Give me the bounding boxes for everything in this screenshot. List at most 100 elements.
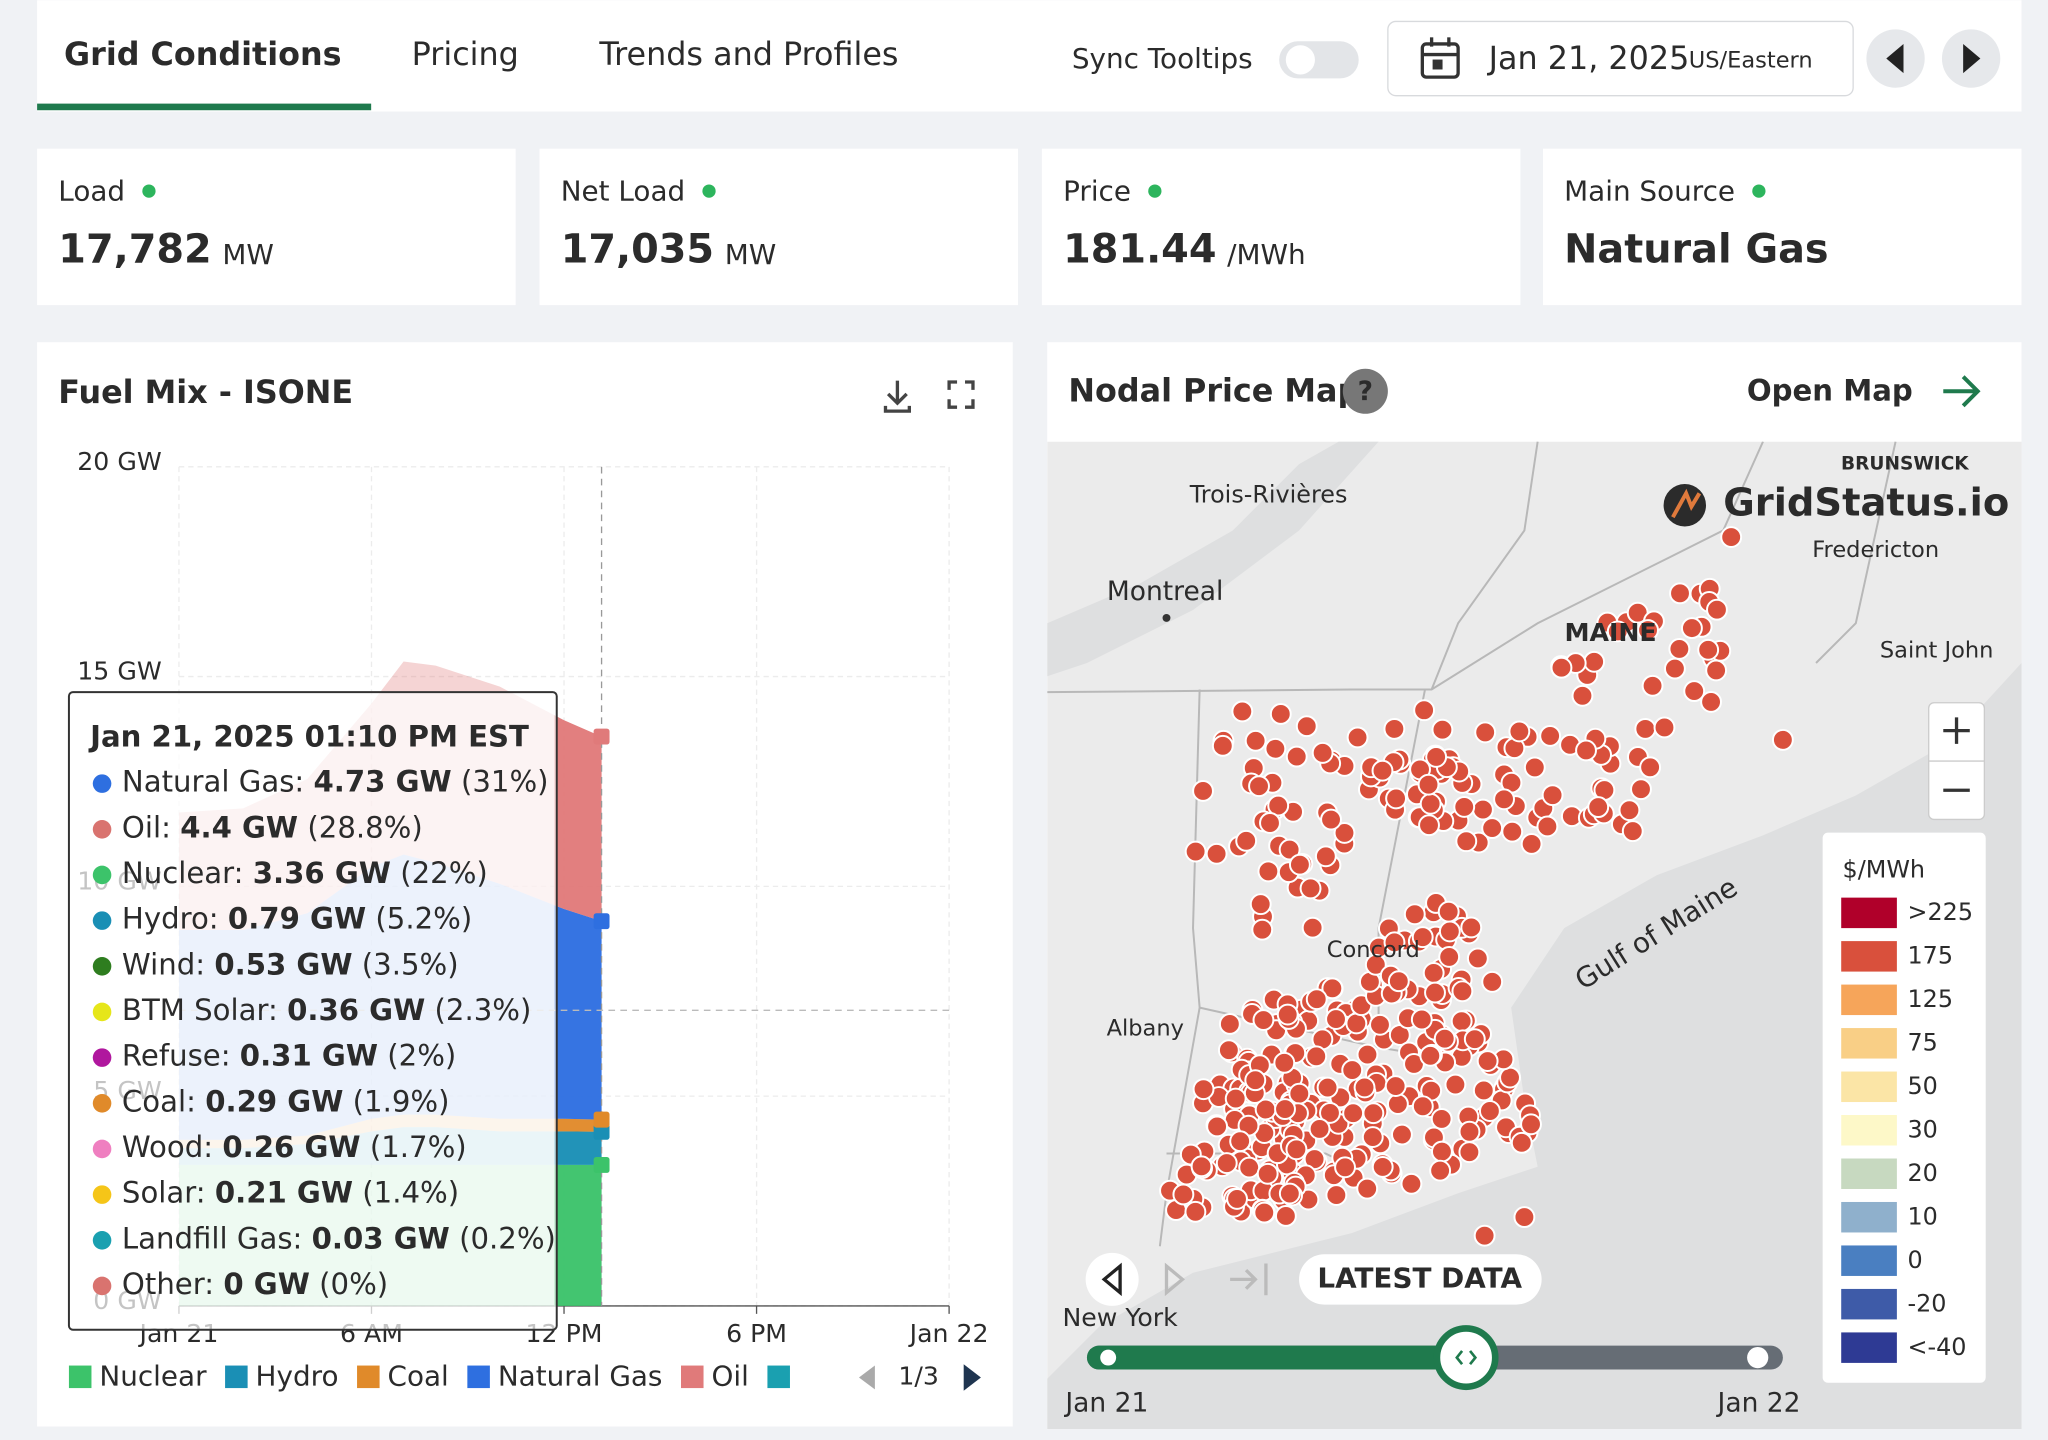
price-node[interactable] — [1403, 903, 1426, 926]
price-node[interactable] — [1618, 799, 1641, 822]
price-node[interactable] — [1184, 1200, 1207, 1223]
price-node[interactable] — [1680, 617, 1703, 640]
legend-next[interactable] — [963, 1364, 981, 1391]
slider-handle[interactable] — [1433, 1325, 1499, 1391]
price-node[interactable] — [1285, 1138, 1308, 1161]
legend-swatch[interactable] — [467, 1365, 490, 1389]
price-node[interactable] — [1314, 845, 1337, 868]
price-node[interactable] — [1400, 1172, 1423, 1195]
price-node[interactable] — [1172, 1183, 1195, 1206]
price-node[interactable] — [1539, 724, 1562, 747]
step-back[interactable] — [1085, 1252, 1139, 1306]
price-node[interactable] — [1433, 1027, 1456, 1050]
price-node[interactable] — [1346, 726, 1369, 749]
tab[interactable]: Grid Conditions — [64, 35, 342, 73]
price-node[interactable] — [1474, 721, 1497, 744]
price-node[interactable] — [1410, 1008, 1433, 1031]
price-node[interactable] — [1508, 720, 1531, 743]
price-node[interactable] — [1425, 745, 1448, 768]
price-node[interactable] — [1356, 1043, 1379, 1066]
price-node[interactable] — [1634, 717, 1657, 740]
price-node[interactable] — [1274, 1098, 1296, 1121]
price-node[interactable] — [1206, 1115, 1229, 1138]
price-node[interactable] — [1333, 821, 1356, 844]
price-node[interactable] — [1253, 1201, 1276, 1224]
price-node[interactable] — [1224, 1087, 1247, 1110]
price-node[interactable] — [1520, 1113, 1542, 1136]
price-node[interactable] — [1583, 650, 1606, 673]
price-node[interactable] — [1587, 796, 1610, 819]
price-node[interactable] — [1472, 1079, 1495, 1102]
download-icon[interactable] — [883, 380, 911, 413]
price-node[interactable] — [1251, 918, 1274, 941]
price-node[interactable] — [1273, 1051, 1296, 1074]
price-node[interactable] — [1325, 1008, 1347, 1031]
price-node[interactable] — [1316, 1076, 1339, 1099]
legend-swatch[interactable] — [225, 1365, 248, 1389]
legend-label[interactable]: Hydro — [256, 1359, 339, 1392]
price-node[interactable] — [1536, 815, 1559, 838]
price-node[interactable] — [1458, 1141, 1481, 1164]
price-node[interactable] — [1256, 1162, 1279, 1185]
price-node[interactable] — [1419, 1044, 1442, 1067]
price-node[interactable] — [1248, 775, 1270, 798]
open-map[interactable]: Open Map — [1747, 374, 1913, 408]
price-node[interactable] — [1444, 1073, 1467, 1096]
price-node[interactable] — [1499, 1066, 1521, 1089]
price-node[interactable] — [1244, 729, 1267, 752]
price-node[interactable] — [1575, 739, 1597, 762]
legend-label[interactable]: Coal — [388, 1359, 449, 1392]
price-node[interactable] — [1451, 980, 1474, 1003]
jump-latest-icon[interactable] — [1230, 1263, 1268, 1296]
price-node[interactable] — [1276, 1003, 1299, 1026]
price-node[interactable] — [1493, 788, 1515, 811]
price-node[interactable] — [1639, 756, 1662, 779]
legend-prev[interactable] — [858, 1365, 875, 1390]
price-node[interactable] — [1641, 674, 1664, 697]
legend-swatch[interactable] — [767, 1365, 790, 1389]
price-node[interactable] — [1285, 745, 1308, 768]
price-node[interactable] — [1356, 1177, 1379, 1200]
price-node[interactable] — [1478, 1100, 1501, 1122]
price-node[interactable] — [1571, 684, 1594, 707]
fullscreen-icon[interactable] — [947, 380, 975, 409]
price-node[interactable] — [1413, 699, 1436, 722]
price-node[interactable] — [1319, 1101, 1341, 1124]
price-node[interactable] — [1466, 947, 1489, 970]
price-node[interactable] — [1334, 1156, 1356, 1179]
price-node[interactable] — [1226, 1187, 1248, 1210]
price-node[interactable] — [1252, 1009, 1275, 1031]
price-node[interactable] — [1205, 842, 1228, 865]
price-node[interactable] — [1411, 926, 1434, 949]
price-node[interactable] — [1325, 1184, 1348, 1206]
price-node[interactable] — [1305, 988, 1328, 1011]
price-node[interactable] — [1460, 916, 1483, 939]
price-node[interactable] — [1371, 1155, 1394, 1178]
price-node[interactable] — [1417, 773, 1440, 796]
price-node[interactable] — [1438, 920, 1461, 943]
price-node[interactable] — [1706, 598, 1728, 621]
price-node[interactable] — [1269, 703, 1292, 725]
price-node[interactable] — [1520, 832, 1543, 855]
price-node[interactable] — [1190, 1155, 1213, 1178]
legend-swatch[interactable] — [681, 1365, 704, 1389]
price-node[interactable] — [1697, 638, 1720, 661]
price-node[interactable] — [1418, 814, 1440, 837]
price-node[interactable] — [1235, 829, 1258, 852]
price-node[interactable] — [1637, 619, 1659, 642]
price-node[interactable] — [1385, 787, 1408, 810]
price-node[interactable] — [1438, 945, 1461, 968]
price-node[interactable] — [1472, 798, 1494, 821]
price-node[interactable] — [1278, 838, 1301, 861]
price-node[interactable] — [1341, 1059, 1364, 1082]
price-node[interactable] — [1384, 1075, 1407, 1097]
price-node[interactable] — [1513, 1206, 1536, 1229]
price-node[interactable] — [1705, 659, 1728, 682]
price-node[interactable] — [1476, 1050, 1499, 1072]
price-node[interactable] — [1320, 808, 1342, 831]
date-picker[interactable] — [1387, 20, 1854, 97]
price-node[interactable] — [1621, 820, 1644, 843]
price-node[interactable] — [1391, 1123, 1413, 1146]
price-node[interactable] — [1342, 1102, 1365, 1125]
price-node[interactable] — [1387, 970, 1410, 993]
